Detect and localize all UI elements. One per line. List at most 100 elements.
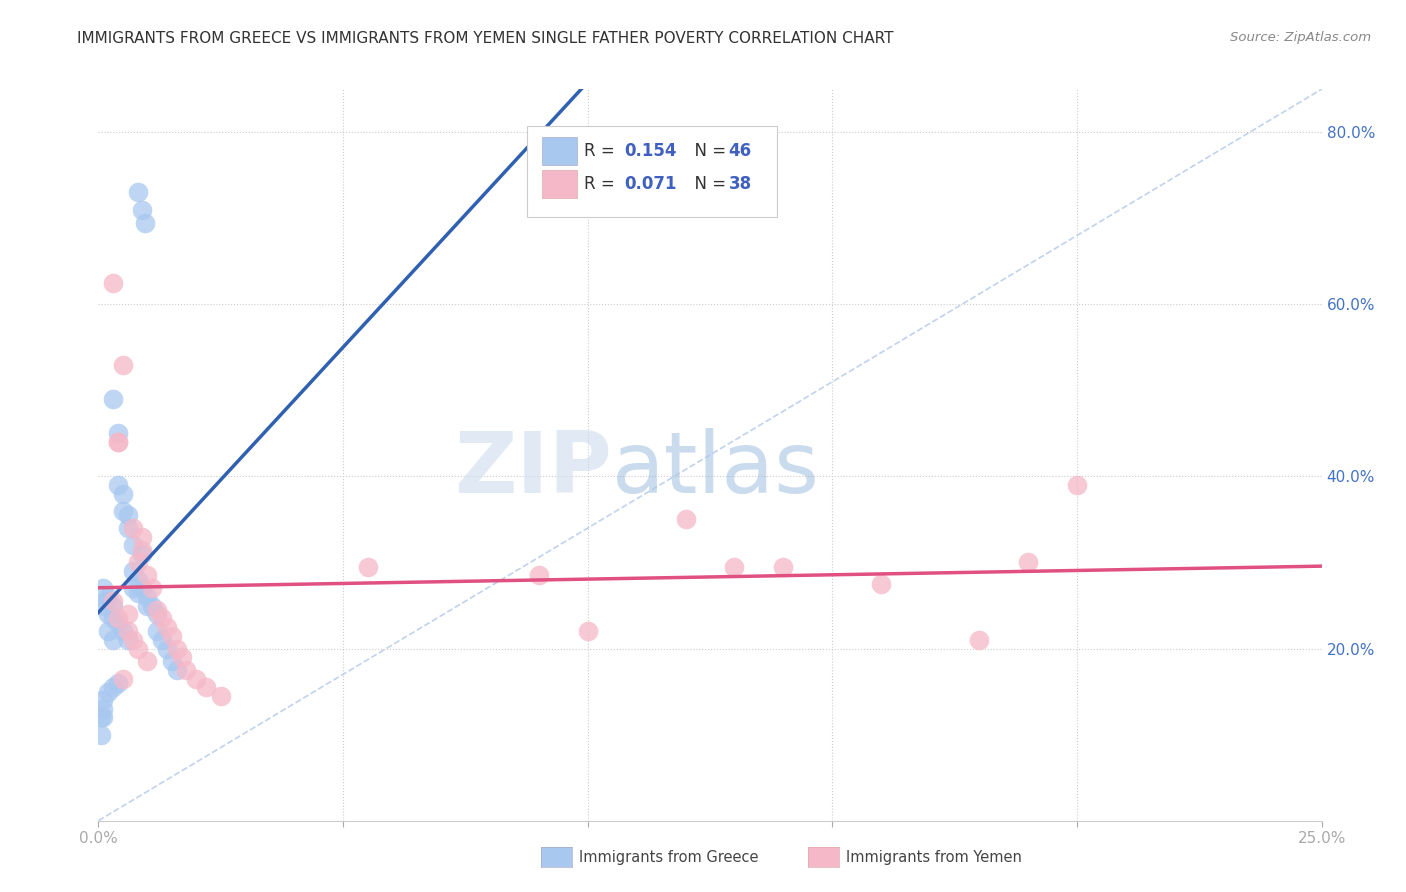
Point xyxy=(136,655,159,669)
Point xyxy=(107,478,129,492)
Point xyxy=(156,620,179,634)
Text: Source: ZipAtlas.com: Source: ZipAtlas.com xyxy=(1230,31,1371,45)
Point xyxy=(146,603,169,617)
Text: R =: R = xyxy=(583,176,620,194)
Point xyxy=(97,607,120,621)
Text: 46: 46 xyxy=(728,143,751,161)
Point xyxy=(675,512,697,526)
Point xyxy=(101,599,124,613)
Text: 0.071: 0.071 xyxy=(624,176,676,194)
Point xyxy=(127,186,149,200)
Point xyxy=(141,582,163,596)
Point xyxy=(101,276,124,290)
Point xyxy=(131,542,153,557)
Point xyxy=(127,641,149,656)
Text: atlas: atlas xyxy=(612,428,820,511)
Text: N =: N = xyxy=(685,176,731,194)
Point xyxy=(107,615,129,630)
Point xyxy=(90,710,112,724)
FancyBboxPatch shape xyxy=(543,137,576,165)
Point xyxy=(107,426,129,441)
Point xyxy=(131,582,153,596)
Point xyxy=(1066,478,1088,492)
Point xyxy=(176,663,198,677)
Point xyxy=(111,486,134,500)
Point xyxy=(136,599,159,613)
Point xyxy=(1017,556,1039,570)
Point xyxy=(186,672,208,686)
Point xyxy=(131,547,153,561)
Point xyxy=(150,611,173,625)
Point xyxy=(160,655,183,669)
Point xyxy=(107,676,129,690)
Point xyxy=(134,216,156,230)
Point xyxy=(91,582,114,596)
Point xyxy=(94,594,117,608)
Point xyxy=(146,607,169,621)
Text: IMMIGRANTS FROM GREECE VS IMMIGRANTS FROM YEMEN SINGLE FATHER POVERTY CORRELATIO: IMMIGRANTS FROM GREECE VS IMMIGRANTS FRO… xyxy=(77,31,894,46)
Point xyxy=(107,435,129,450)
Point xyxy=(131,202,153,217)
Point xyxy=(90,728,112,742)
Point xyxy=(967,632,990,647)
Point xyxy=(121,582,143,596)
Point xyxy=(91,702,114,716)
Point xyxy=(107,435,129,450)
Text: Immigrants from Greece: Immigrants from Greece xyxy=(579,850,759,864)
Point xyxy=(97,590,120,604)
Point xyxy=(195,680,218,694)
Point xyxy=(146,624,169,639)
Point xyxy=(131,530,153,544)
Point xyxy=(121,632,143,647)
Point xyxy=(111,624,134,639)
Point xyxy=(870,577,893,591)
Point xyxy=(111,504,134,518)
Text: Immigrants from Yemen: Immigrants from Yemen xyxy=(846,850,1022,864)
Point xyxy=(121,521,143,535)
Point xyxy=(772,559,794,574)
Point xyxy=(111,672,134,686)
Text: 38: 38 xyxy=(728,176,751,194)
Point xyxy=(527,568,550,582)
Point xyxy=(170,650,193,665)
Point xyxy=(160,629,183,643)
Point xyxy=(166,663,188,677)
Point xyxy=(723,559,745,574)
FancyBboxPatch shape xyxy=(543,170,576,198)
Point xyxy=(121,564,143,578)
Point xyxy=(150,632,173,647)
Point xyxy=(101,680,124,694)
Point xyxy=(117,521,139,535)
Point xyxy=(127,585,149,599)
Point xyxy=(117,632,139,647)
Point xyxy=(209,689,232,703)
Point xyxy=(91,599,114,613)
Point xyxy=(156,641,179,656)
Text: 0.154: 0.154 xyxy=(624,143,676,161)
Point xyxy=(101,632,124,647)
Point xyxy=(91,710,114,724)
Point xyxy=(136,568,159,582)
Point xyxy=(97,684,120,698)
Point xyxy=(101,392,124,406)
Point xyxy=(136,590,159,604)
Point xyxy=(91,693,114,707)
Point xyxy=(107,611,129,625)
Text: R =: R = xyxy=(583,143,620,161)
Point xyxy=(101,594,124,608)
Point xyxy=(127,556,149,570)
FancyBboxPatch shape xyxy=(526,126,778,218)
Point xyxy=(141,599,163,613)
Point xyxy=(356,559,378,574)
Point xyxy=(101,611,124,625)
Point xyxy=(117,607,139,621)
Point xyxy=(117,624,139,639)
Point xyxy=(576,624,599,639)
Point xyxy=(166,641,188,656)
Point xyxy=(117,508,139,523)
Text: N =: N = xyxy=(685,143,731,161)
Point xyxy=(97,624,120,639)
Point xyxy=(127,573,149,587)
Text: ZIP: ZIP xyxy=(454,428,612,511)
Point xyxy=(111,358,134,372)
